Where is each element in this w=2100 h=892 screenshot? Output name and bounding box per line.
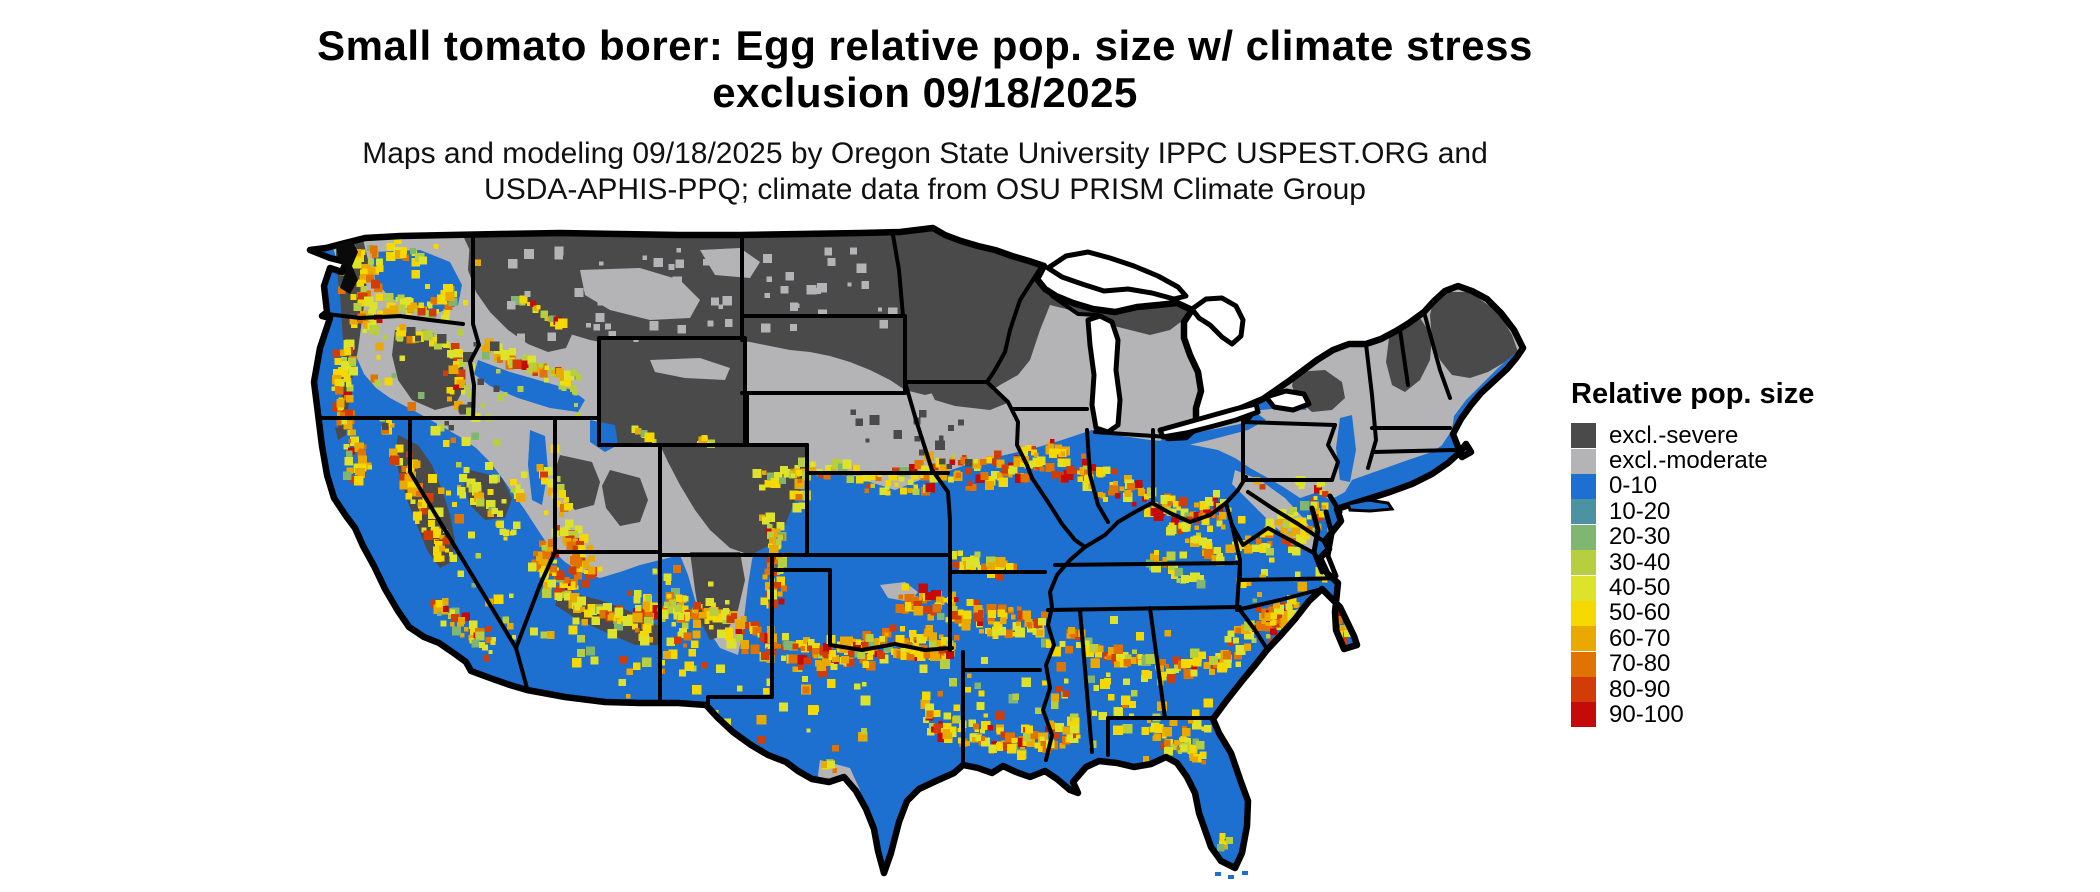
legend-swatch-b70_80 bbox=[1571, 651, 1596, 677]
legend-swatch-excl_moderate bbox=[1571, 448, 1596, 474]
map-subtitle-line2: USDA-APHIS-PPQ; climate data from OSU PR… bbox=[484, 173, 1366, 206]
long-island bbox=[1346, 498, 1395, 513]
legend-item-label: 50-60 bbox=[1609, 599, 1671, 627]
legend-items: excl.-severe excl.-moderate 0-10 10-20 20-30… bbox=[1571, 421, 1814, 728]
legend-item: 20-30 bbox=[1571, 523, 1814, 551]
map-subtitle-line1: Maps and modeling 09/18/2025 by Oregon S… bbox=[362, 137, 1488, 170]
map-header: Small tomato borer: Egg relative pop. si… bbox=[0, 22, 1850, 208]
legend-item: 70-80 bbox=[1571, 650, 1814, 678]
legend-item: 80-90 bbox=[1571, 675, 1814, 703]
legend-item: 0-10 bbox=[1571, 472, 1814, 500]
florida-keys-dot bbox=[1215, 872, 1221, 876]
legend-item: excl.-severe bbox=[1571, 421, 1814, 449]
legend-item: 60-70 bbox=[1571, 624, 1814, 652]
map-title-line2: exclusion 09/18/2025 bbox=[712, 69, 1138, 116]
legend-title: Relative pop. size bbox=[1571, 378, 1815, 410]
state-borders bbox=[316, 232, 1457, 767]
legend-item-label: excl.-moderate bbox=[1609, 447, 1768, 475]
legend-swatch-excl_severe bbox=[1571, 423, 1596, 449]
legend-item: 90-100 bbox=[1571, 701, 1814, 728]
legend-item-label: 80-90 bbox=[1609, 675, 1671, 703]
legend-item-label: 10-20 bbox=[1609, 497, 1671, 525]
legend-item-label: excl.-severe bbox=[1609, 421, 1739, 449]
legend-item-label: 0-10 bbox=[1609, 472, 1658, 500]
legend-item: excl.-moderate bbox=[1571, 447, 1814, 475]
legend-swatch-b20_30 bbox=[1571, 524, 1596, 550]
florida-keys-dot bbox=[1228, 875, 1234, 879]
legend-item: 10-20 bbox=[1571, 497, 1814, 525]
legend-swatch-b60_70 bbox=[1571, 626, 1596, 652]
chesapeake-detail bbox=[1309, 493, 1343, 579]
florida-keys-dot bbox=[1242, 871, 1248, 875]
us-outline bbox=[306, 224, 1527, 877]
legend-item-label: 90-100 bbox=[1609, 701, 1684, 728]
legend-item-label: 30-40 bbox=[1609, 548, 1671, 576]
puget-sound bbox=[336, 240, 358, 294]
legend-item-label: 20-30 bbox=[1609, 523, 1671, 551]
legend-swatch-b90_100 bbox=[1571, 702, 1596, 728]
map-climate-noise bbox=[331, 236, 1353, 852]
legend-swatch-b80_90 bbox=[1571, 677, 1596, 703]
legend-item: 30-40 bbox=[1571, 548, 1814, 576]
map-title: Small tomato borer: Egg relative pop. si… bbox=[0, 22, 1850, 116]
legend-swatch-b30_40 bbox=[1571, 550, 1596, 576]
legend-swatch-b0_10 bbox=[1571, 473, 1596, 499]
great-lakes bbox=[1045, 249, 1312, 440]
map-title-line1: Small tomato borer: Egg relative pop. si… bbox=[317, 22, 1533, 69]
legend-swatch-b50_60 bbox=[1571, 600, 1596, 626]
legend-item: 50-60 bbox=[1571, 599, 1814, 627]
legend-item-label: 70-80 bbox=[1609, 650, 1671, 678]
legend: Relative pop. size excl.-severe excl.-mod… bbox=[1571, 378, 1814, 728]
map-subtitle: Maps and modeling 09/18/2025 by Oregon S… bbox=[0, 136, 1850, 208]
legend-item-label: 60-70 bbox=[1609, 624, 1671, 652]
legend-swatch-b40_50 bbox=[1571, 575, 1596, 601]
legend-swatch-b10_20 bbox=[1571, 499, 1596, 525]
legend-item: 40-50 bbox=[1571, 574, 1814, 602]
legend-item-label: 40-50 bbox=[1609, 574, 1671, 602]
